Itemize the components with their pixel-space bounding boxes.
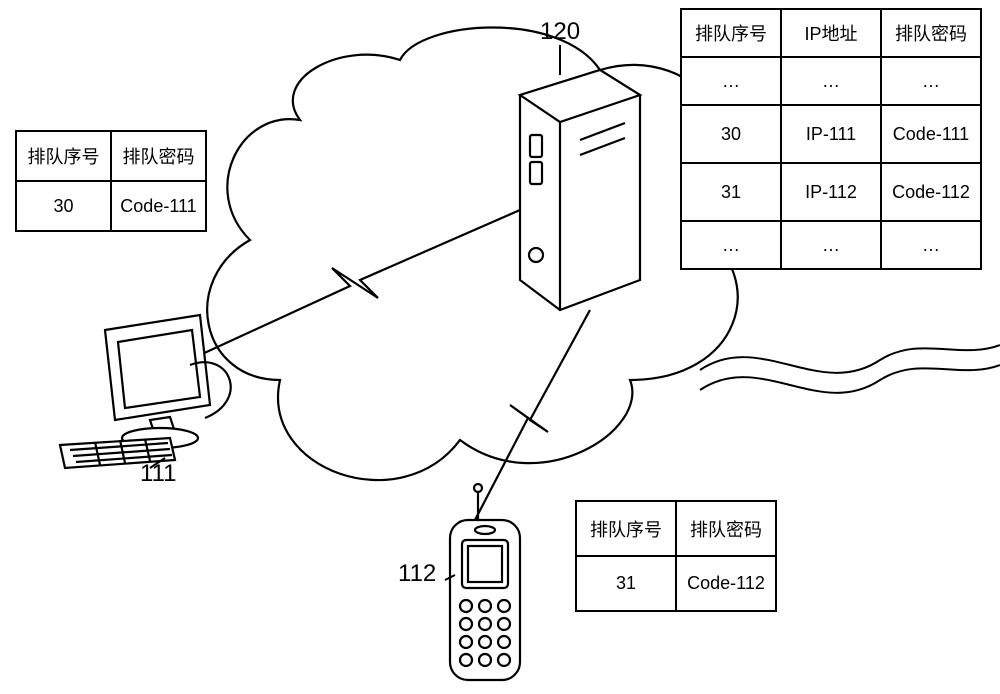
wave-decoration [700, 345, 1000, 393]
table-row: … … … [681, 221, 981, 269]
pc-icon [60, 315, 231, 468]
pc-table: 排队序号 排队密码 30 Code-111 [15, 130, 207, 232]
table-row: 30 Code-111 [16, 181, 206, 231]
cell: 30 [16, 181, 111, 231]
cell: Code-112 [881, 163, 981, 221]
cell: IP-111 [781, 105, 881, 163]
table-row: 30 IP-111 Code-111 [681, 105, 981, 163]
col-queue-code: 排队密码 [676, 501, 776, 556]
table-row: … … … [681, 57, 981, 105]
col-queue-code: 排队密码 [881, 9, 981, 57]
table-row: 31 IP-112 Code-112 [681, 163, 981, 221]
phone-label: 112 [398, 560, 436, 588]
cell: … [681, 221, 781, 269]
cell: 31 [576, 556, 676, 611]
col-ip: IP地址 [781, 9, 881, 57]
cell: Code-111 [881, 105, 981, 163]
col-queue-no: 排队序号 [16, 131, 111, 181]
cell: Code-112 [676, 556, 776, 611]
cell: … [681, 57, 781, 105]
cell: … [881, 221, 981, 269]
col-queue-code: 排队密码 [111, 131, 206, 181]
cloud-icon [207, 28, 737, 481]
phone-icon [450, 484, 520, 680]
cell: IP-112 [781, 163, 881, 221]
cell: Code-111 [111, 181, 206, 231]
table-row: 31 Code-112 [576, 556, 776, 611]
cell: … [781, 221, 881, 269]
server-label: 120 [540, 18, 580, 46]
cell: 31 [681, 163, 781, 221]
link-server-pc [200, 210, 520, 355]
col-queue-no: 排队序号 [681, 9, 781, 57]
col-queue-no: 排队序号 [576, 501, 676, 556]
link-server-phone [475, 310, 590, 520]
cell: 30 [681, 105, 781, 163]
pc-label: 111 [140, 460, 176, 488]
server-icon [520, 70, 640, 310]
phone-label-leader [445, 575, 455, 580]
cell: … [781, 57, 881, 105]
phone-table: 排队序号 排队密码 31 Code-112 [575, 500, 777, 612]
cell: … [881, 57, 981, 105]
server-table: 排队序号 IP地址 排队密码 … … … 30 IP-111 Code-111 … [680, 8, 982, 270]
